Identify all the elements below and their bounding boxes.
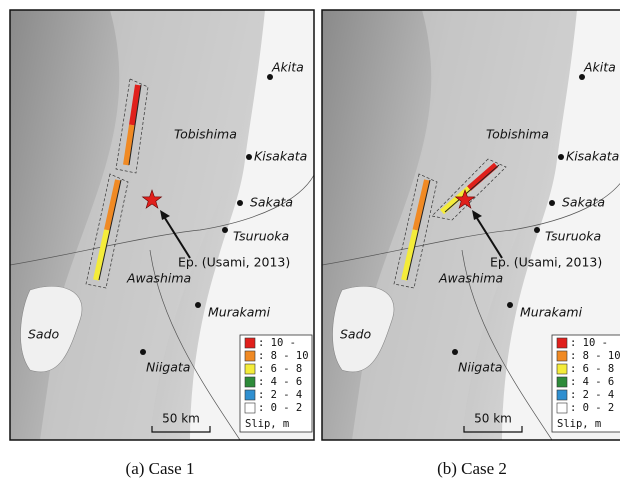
legend-title: Slip, m: [557, 418, 601, 430]
epicenter-label: Ep. (Usami, 2013): [490, 255, 602, 270]
figure: Ep. (Usami, 2013) Akita Tobishima Kisakata S…: [0, 0, 620, 486]
place-label: Tobishima: [174, 127, 237, 142]
map-body: Ep. (Usami, 2013) Akita Tobishima Kisakata S…: [322, 10, 620, 440]
legend: : 10 -: 8 - 10: 6 - 8: 4 - 6: 2 - 4: 0 -…: [552, 335, 620, 432]
place-dot: [534, 227, 540, 233]
legend-label: : 8 - 10: [570, 350, 620, 362]
legend-swatch: [245, 377, 255, 387]
legend-title: Slip, m: [245, 418, 289, 430]
place-dot: [558, 154, 564, 160]
legend-label: : 2 - 4: [258, 389, 302, 401]
legend-label: : 6 - 8: [570, 363, 614, 375]
legend-label: : 6 - 8: [258, 363, 302, 375]
scale-label: 50 km: [162, 412, 200, 426]
legend-label: : 2 - 4: [570, 389, 614, 401]
place-label: Kisakata: [566, 149, 619, 164]
legend-swatch: [557, 377, 567, 387]
map-body: Ep. (Usami, 2013) Akita Tobishima Kisakata S…: [10, 10, 314, 440]
scale-label: 50 km: [474, 412, 512, 426]
place-dot: [246, 154, 252, 160]
legend-swatch: [245, 364, 255, 374]
place-label: Awashima: [438, 271, 503, 286]
place-dot: [452, 349, 458, 355]
place-label: Akita: [583, 60, 616, 75]
place-label: Sakata: [562, 195, 605, 210]
place-label: Niigata: [458, 360, 502, 375]
legend-swatch: [245, 403, 255, 413]
place-dot: [507, 302, 513, 308]
legend: : 10 -: 8 - 10: 6 - 8: 4 - 6: 2 - 4: 0 -…: [240, 335, 312, 432]
place-dot: [195, 302, 201, 308]
place-dot: [140, 349, 146, 355]
legend-swatch: [557, 338, 567, 348]
legend-label: : 4 - 6: [570, 376, 614, 388]
place-dot: [222, 227, 228, 233]
place-dot: [579, 74, 585, 80]
legend-label: : 0 - 2: [258, 402, 302, 414]
map-panel: Ep. (Usami, 2013) Akita Tobishima Kisakata S…: [322, 10, 620, 478]
place-label: Tobishima: [486, 127, 549, 142]
place-label: Murakami: [208, 305, 271, 320]
legend-label: : 10 -: [258, 337, 296, 349]
legend-swatch: [557, 403, 567, 413]
legend-swatch: [245, 390, 255, 400]
place-label: Sado: [340, 327, 372, 342]
place-label: Kisakata: [254, 149, 307, 164]
place-label: Sakata: [250, 195, 293, 210]
legend-label: : 4 - 6: [258, 376, 302, 388]
place-label: Tsuruoka: [545, 229, 601, 244]
legend-label: : 10 -: [570, 337, 608, 349]
legend-swatch: [557, 364, 567, 374]
legend-swatch: [245, 338, 255, 348]
map-panel: Ep. (Usami, 2013) Akita Tobishima Kisakata S…: [10, 10, 314, 478]
place-label: Murakami: [520, 305, 583, 320]
legend-swatch: [557, 390, 567, 400]
place-label: Awashima: [126, 271, 191, 286]
place-label: Akita: [271, 60, 304, 75]
place-dot: [267, 74, 273, 80]
caption: (b) Case 2: [437, 459, 507, 478]
place-label: Niigata: [146, 360, 190, 375]
legend-swatch: [557, 351, 567, 361]
place-dot: [549, 200, 555, 206]
epicenter-label: Ep. (Usami, 2013): [178, 255, 290, 270]
legend-label: : 0 - 2: [570, 402, 614, 414]
place-label: Tsuruoka: [233, 229, 289, 244]
legend-label: : 8 - 10: [258, 350, 309, 362]
caption: (a) Case 1: [126, 459, 195, 478]
legend-swatch: [245, 351, 255, 361]
place-label: Sado: [28, 327, 60, 342]
place-dot: [237, 200, 243, 206]
